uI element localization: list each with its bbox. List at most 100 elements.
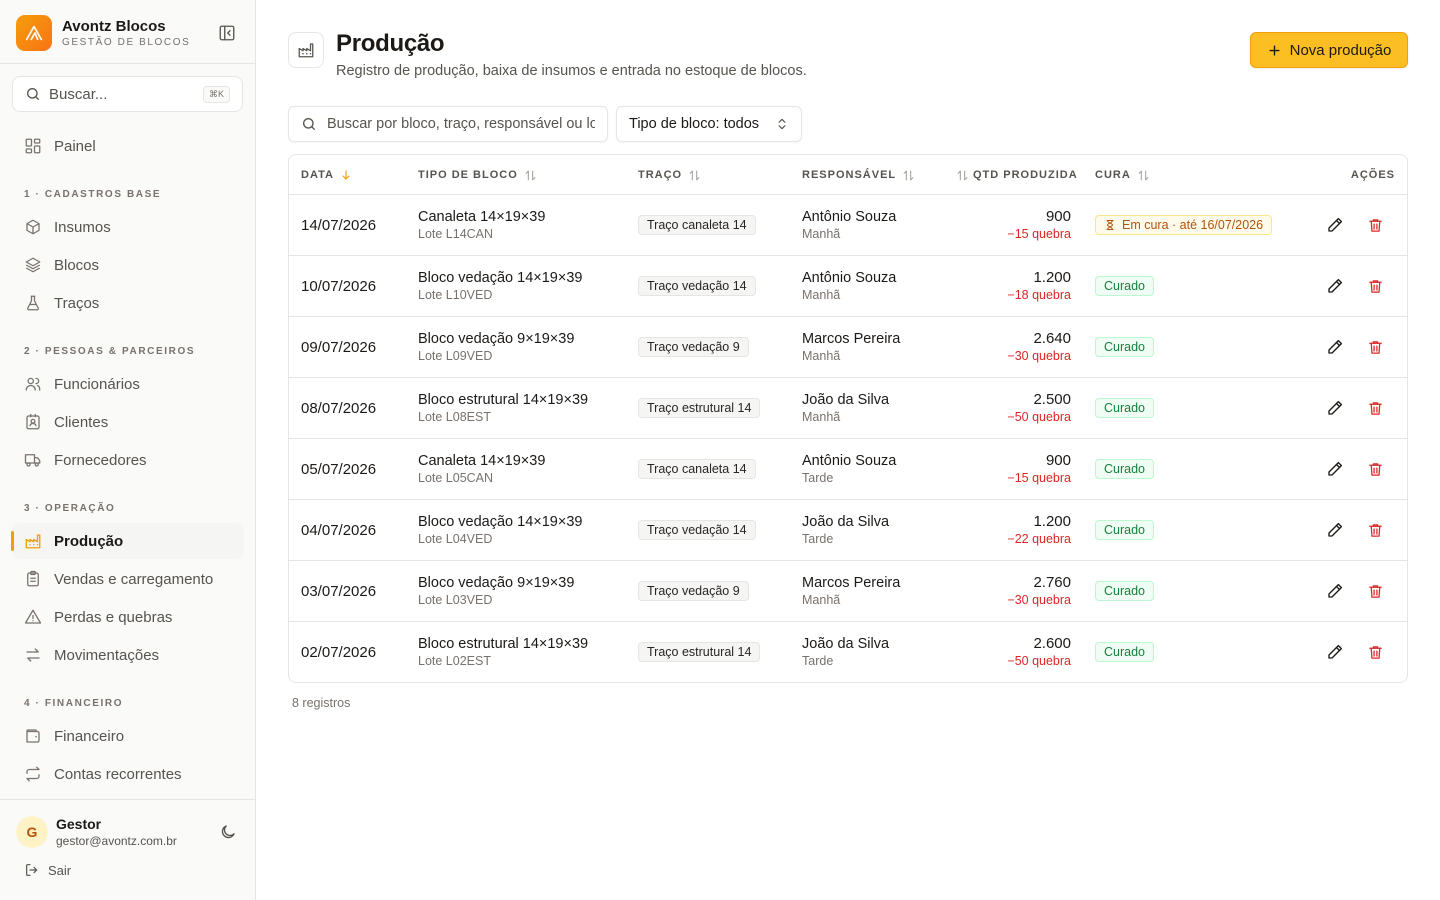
trash-icon[interactable] [1359, 209, 1391, 241]
loss: −22 quebra [1007, 532, 1071, 546]
new-production-button[interactable]: Nova produção [1250, 32, 1408, 68]
cell-actions [1319, 439, 1391, 499]
cell-responsible: João da Silva Manhã [802, 378, 889, 438]
column-header-traco[interactable]: TRAÇO [638, 155, 701, 195]
truck-icon [24, 451, 42, 469]
table-search-input[interactable]: Buscar por bloco, traço, responsável ou … [288, 106, 608, 142]
sidebar-divider [0, 799, 256, 800]
table-row[interactable]: 05/07/2026 Canaleta 14×19×39 Lote L05CAN… [289, 439, 1407, 500]
sidebar-item-label: Funcionários [54, 375, 140, 393]
loss: −15 quebra [1007, 227, 1071, 241]
sidebar-item-fornecedores[interactable]: Fornecedores [12, 442, 244, 478]
cell-quantity: 900 −15 quebra [1007, 439, 1071, 499]
sidebar-item-producao[interactable]: Produção [11, 523, 244, 559]
table-row[interactable]: 08/07/2026 Bloco estrutural 14×19×39 Lot… [289, 378, 1407, 439]
record-count: 8 registros [292, 696, 351, 710]
table-header: DATA TIPO DE BLOCO TRAÇO RESPONSÁVEL QTD… [289, 155, 1407, 195]
trash-icon[interactable] [1359, 392, 1391, 424]
moon-icon[interactable] [216, 820, 240, 844]
table-row[interactable]: 14/07/2026 Canaleta 14×19×39 Lote L14CAN… [289, 195, 1407, 256]
pencil-icon[interactable] [1319, 453, 1351, 485]
cell-quantity: 2.760 −30 quebra [1007, 561, 1071, 621]
trash-icon[interactable] [1359, 270, 1391, 302]
shift: Manhã [802, 288, 841, 302]
column-header-qtd[interactable]: QTD PRODUZIDA [956, 155, 1078, 195]
cell-trace: Traço vedação 14 [638, 256, 756, 316]
cure-badge: Curado [1095, 459, 1154, 479]
wallet-icon [24, 727, 42, 745]
cell-date: 04/07/2026 [301, 521, 377, 539]
trace-chip: Traço estrutural 14 [638, 398, 761, 418]
search-icon [301, 116, 317, 132]
package-icon [24, 218, 42, 236]
sidebar-item-clientes[interactable]: Clientes [12, 404, 244, 440]
sidebar-item-funcionarios[interactable]: Funcionários [12, 366, 244, 402]
pencil-icon[interactable] [1319, 636, 1351, 668]
user-name: Gestor [56, 815, 102, 832]
sidebar-item-vendas[interactable]: Vendas e carregamento [12, 561, 244, 597]
sidebar-item-movimentacoes[interactable]: Movimentações [12, 637, 244, 673]
responsible-name: João da Silva [802, 392, 890, 408]
pencil-icon[interactable] [1319, 575, 1351, 607]
cell-date: 05/07/2026 [301, 460, 377, 478]
sidebar-collapse-icon[interactable] [216, 22, 238, 44]
column-label: RESPONSÁVEL [802, 169, 897, 181]
brand-logo-icon[interactable] [16, 15, 52, 51]
cell-actions [1319, 317, 1391, 377]
cell-actions [1319, 500, 1391, 560]
avatar[interactable]: G [16, 816, 48, 848]
block-type: Bloco estrutural 14×19×39 [418, 636, 589, 652]
pencil-icon[interactable] [1319, 270, 1351, 302]
pencil-icon[interactable] [1319, 331, 1351, 363]
column-label: TRAÇO [638, 169, 683, 181]
loss: −50 quebra [1007, 410, 1071, 424]
sidebar-item-painel[interactable]: Painel [12, 128, 244, 164]
trash-icon[interactable] [1359, 514, 1391, 546]
cell-responsible: João da Silva Tarde [802, 622, 889, 682]
block-type: Canaleta 14×19×39 [418, 209, 546, 225]
table-row[interactable]: 10/07/2026 Bloco vedação 14×19×39 Lote L… [289, 256, 1407, 317]
pencil-icon[interactable] [1319, 392, 1351, 424]
block-type-select[interactable]: Tipo de bloco: todos [616, 106, 802, 142]
logout-button[interactable]: Sair [24, 862, 71, 878]
trash-icon[interactable] [1359, 453, 1391, 485]
cell-quantity: 2.640 −30 quebra [1007, 317, 1071, 377]
column-header-responsavel[interactable]: RESPONSÁVEL [802, 155, 915, 195]
page-title: Produção [336, 30, 445, 57]
table-row[interactable]: 02/07/2026 Bloco estrutural 14×19×39 Lot… [289, 622, 1407, 682]
logout-icon [24, 862, 40, 878]
column-label: AÇÕES [1350, 169, 1395, 181]
sidebar-item-label: Produção [54, 532, 124, 550]
block-type: Bloco vedação 14×19×39 [418, 270, 583, 286]
sidebar-item-perdas[interactable]: Perdas e quebras [12, 599, 244, 635]
trash-icon[interactable] [1359, 575, 1391, 607]
user-email: gestor@avontz.com.br [56, 833, 177, 848]
cell-trace: Traço vedação 14 [638, 500, 756, 560]
sidebar-item-financeiro[interactable]: Financeiro [12, 718, 244, 754]
column-header-cura[interactable]: CURA [1095, 155, 1150, 195]
lot: Lote L14CAN [418, 227, 494, 241]
pencil-icon[interactable] [1319, 209, 1351, 241]
column-header-data[interactable]: DATA [301, 155, 352, 195]
lot: Lote L08EST [418, 410, 491, 424]
cell-trace: Traço canaleta 14 [638, 195, 756, 255]
trash-icon[interactable] [1359, 331, 1391, 363]
quantity: 2.600 [1033, 635, 1071, 652]
pencil-icon[interactable] [1319, 514, 1351, 546]
cell-date: 08/07/2026 [301, 399, 377, 417]
table-row[interactable]: 04/07/2026 Bloco vedação 14×19×39 Lote L… [289, 500, 1407, 561]
sidebar-search-input[interactable]: Buscar... ⌘K [12, 76, 243, 112]
cell-quantity: 900 −15 quebra [1007, 195, 1071, 255]
column-header-tipo[interactable]: TIPO DE BLOCO [418, 155, 537, 195]
sidebar-item-contas-recorrentes[interactable]: Contas recorrentes [12, 756, 244, 792]
cell-cure: Curado [1095, 561, 1154, 621]
sidebar-item-blocos[interactable]: Blocos [12, 247, 244, 283]
sidebar-item-insumos[interactable]: Insumos [12, 209, 244, 245]
cell-responsible: Marcos Pereira Manhã [802, 561, 900, 621]
trash-icon[interactable] [1359, 636, 1391, 668]
column-label: QTD PRODUZIDA [973, 169, 1078, 181]
table-row[interactable]: 03/07/2026 Bloco vedação 9×19×39 Lote L0… [289, 561, 1407, 622]
table-row[interactable]: 09/07/2026 Bloco vedação 9×19×39 Lote L0… [289, 317, 1407, 378]
sidebar-item-tracos[interactable]: Traços [12, 285, 244, 321]
sort-icon [956, 169, 969, 182]
